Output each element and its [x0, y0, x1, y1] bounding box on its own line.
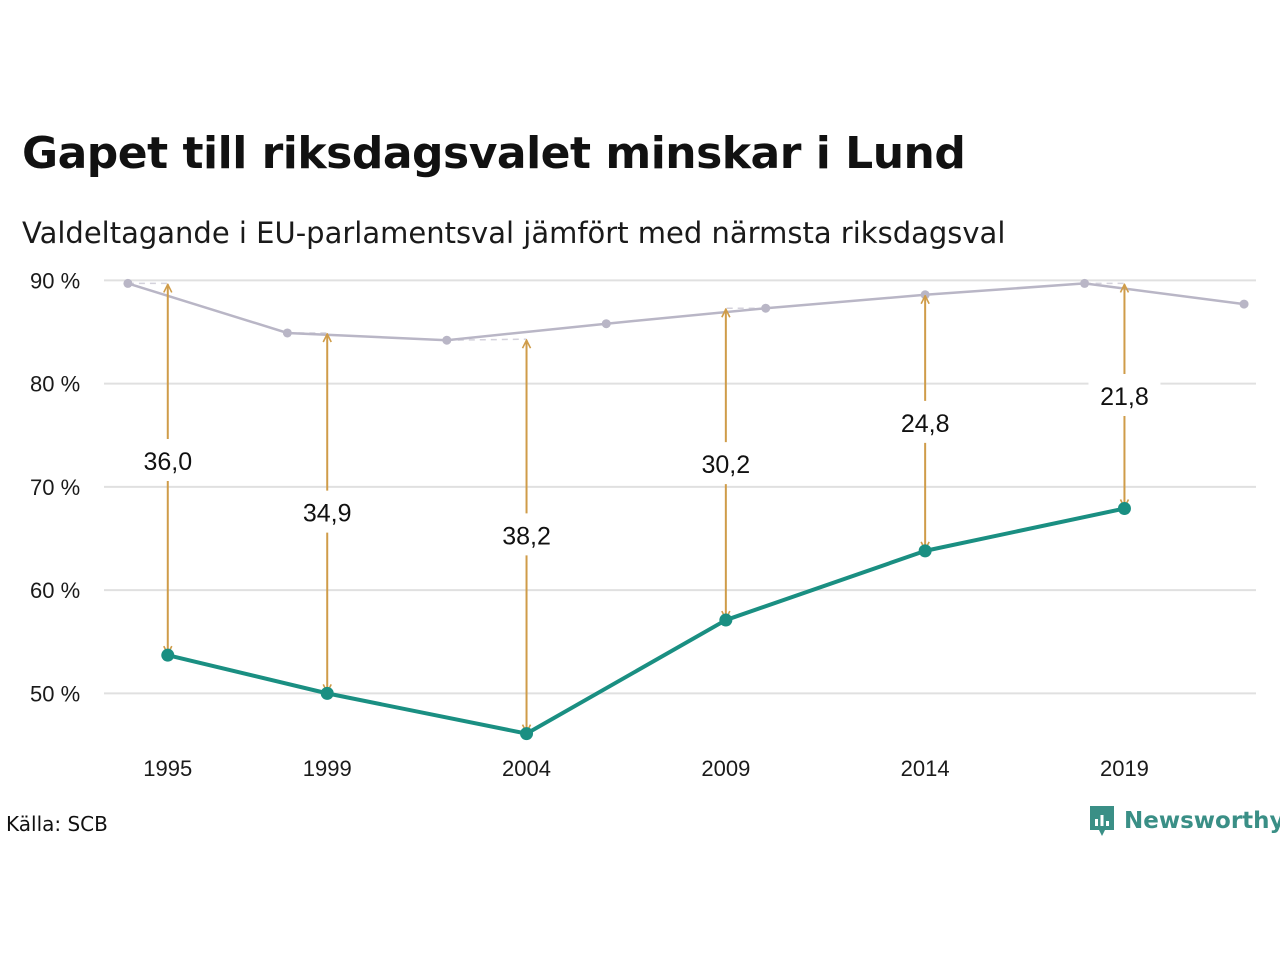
gap-label: 38,2 — [502, 522, 551, 550]
y-tick-label: 90 % — [30, 268, 80, 293]
riksdag-series-line — [127, 282, 1245, 342]
newsworthy-icon — [1090, 806, 1114, 836]
riksdag-point — [601, 319, 611, 329]
x-tick-label: 1995 — [143, 756, 192, 781]
gap-label: 34,9 — [303, 500, 352, 528]
eu-point — [520, 727, 534, 741]
x-tick-label: 2019 — [1100, 756, 1149, 781]
x-tick-label: 1999 — [303, 756, 352, 781]
eu-point — [161, 648, 175, 662]
eu-point — [1117, 502, 1131, 516]
riksdag-point — [123, 278, 133, 288]
riksdag-point — [761, 303, 771, 313]
brand-name: Newsworthy — [1124, 808, 1280, 834]
eu-point — [320, 686, 334, 700]
gap-label-bg — [1088, 375, 1161, 414]
x-tick-label: 2009 — [701, 756, 750, 781]
chart-subtitle: Valdeltagande i EU-parlamentsval jämfört… — [22, 216, 1006, 250]
eu-point — [719, 613, 733, 627]
gap-label-bg — [131, 441, 204, 480]
gap-label-bg — [291, 492, 364, 531]
gap-label: 36,0 — [143, 448, 192, 476]
gap-label: 21,8 — [1100, 383, 1149, 411]
chart-title: Gapet till riksdagsvalet minskar i Lund — [22, 128, 966, 179]
gap-label-bg — [689, 444, 762, 483]
y-tick-label: 70 % — [30, 475, 80, 500]
y-tick-label: 50 % — [30, 681, 80, 706]
gap-label: 30,2 — [702, 451, 751, 479]
eu-point — [918, 544, 932, 558]
x-tick-label: 2014 — [901, 756, 950, 781]
gap-label-bg — [490, 515, 563, 554]
eu-series-line — [167, 506, 1125, 736]
riksdag-point — [1080, 278, 1090, 288]
y-tick-label: 60 % — [30, 578, 80, 603]
riksdag-point — [1239, 299, 1249, 309]
newsworthy-logo: Newsworthy — [1088, 804, 1280, 838]
gap-label: 24,8 — [901, 410, 950, 438]
y-tick-label: 80 % — [30, 372, 80, 397]
riksdag-point — [282, 328, 292, 338]
source-note: Källa: SCB — [6, 812, 108, 836]
riksdag-point — [442, 335, 452, 345]
x-tick-label: 2004 — [502, 756, 551, 781]
gap-label-bg — [889, 402, 962, 441]
